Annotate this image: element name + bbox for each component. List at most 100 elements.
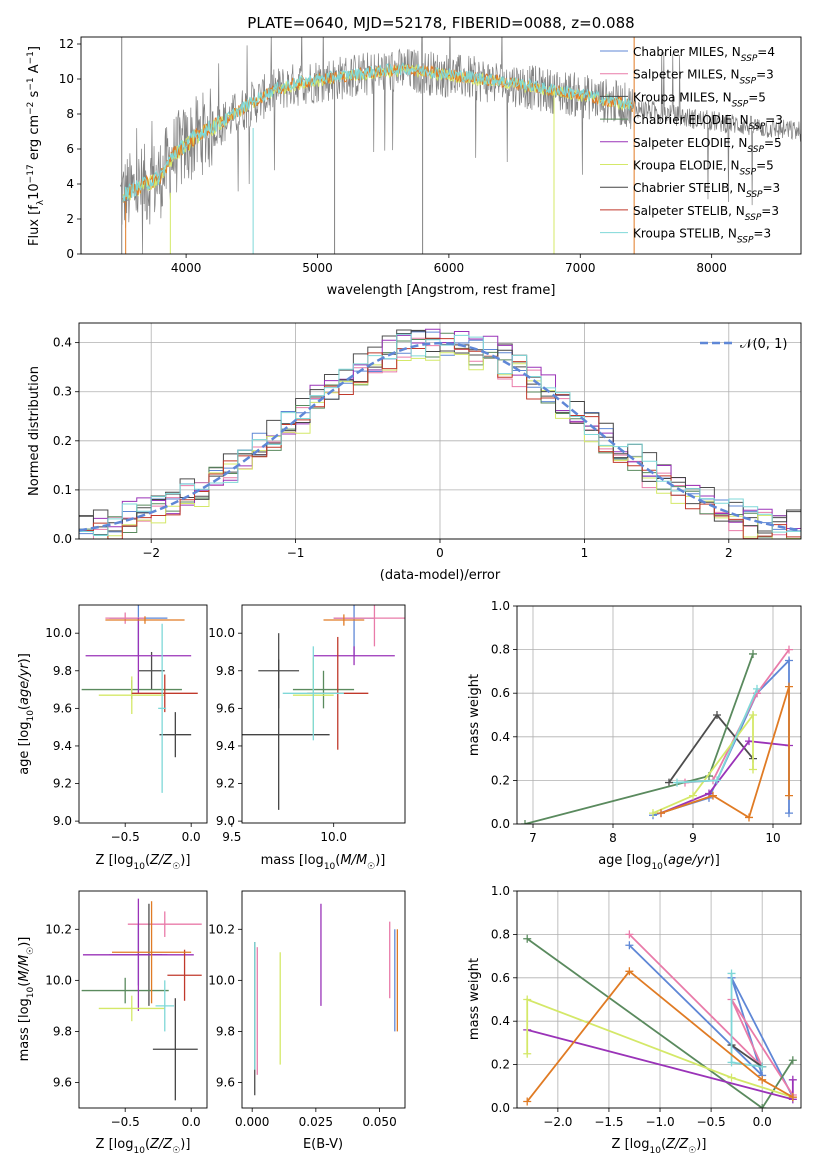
x-tick-label: −2 (142, 546, 160, 560)
legend-label: Salpeter ELODIE, NSSP=5 (633, 136, 782, 155)
aw-marker (521, 820, 529, 824)
y-axis-label: Normed distribution (27, 366, 42, 496)
x-tick-label: 0.0 (182, 830, 201, 844)
x-axis-label-part: ( (661, 1137, 666, 1152)
aw-marker (709, 791, 717, 800)
y-tick-label: 9.6 (216, 1075, 235, 1089)
y-tick-label: 10.2 (45, 922, 72, 936)
axes-frame (241, 890, 406, 1109)
y-tick-label: 0.4 (491, 1014, 510, 1028)
x-tick-label: 0.025 (299, 1115, 333, 1129)
legend-label-part: =5 (764, 136, 782, 150)
x-axis-label-part: Z/Z (665, 1137, 689, 1152)
aw-marker (749, 649, 757, 658)
x-axis-label-part: age [log (598, 853, 651, 868)
x-axis-label-part: ☉ (172, 1146, 180, 1156)
y-tick-label: 9.2 (216, 777, 235, 791)
x-tick-label: 9.5 (222, 830, 241, 844)
y-tick-label: 1.0 (491, 884, 510, 898)
y-tick-label: 0.0 (491, 817, 510, 831)
legend-label-part: =5 (756, 159, 774, 173)
zw-marker (523, 1049, 532, 1058)
y-axis-label-part: s (27, 90, 42, 101)
metallicity-age-panel-plot-area (81, 605, 198, 793)
x-axis-label-part: Z/Z (149, 853, 173, 868)
x-tick-label: −0.5 (111, 1115, 140, 1129)
aw-marker (713, 776, 721, 785)
y-tick-label: 0 (66, 247, 74, 261)
x-axis-label-part: age/yr (668, 853, 711, 868)
zw-marker (523, 1097, 532, 1106)
metallicity-weight-panel: −2.0 −1.5 −1.0 −0.5 0.0 0.0 0.2 0.4 0.6 0.8 1.0 Z [… (467, 884, 802, 1156)
legend-label-part: Kroupa STELIB, N (633, 227, 737, 241)
y-axis-label-part: 10 (26, 986, 36, 998)
y-axis-label-part: Flux [f (27, 205, 42, 246)
y-tick-label: 8 (66, 107, 74, 121)
y-tick-label: 10.2 (208, 922, 235, 936)
zw-marker (788, 1093, 797, 1102)
axes-frame (80, 36, 802, 255)
x-axis-label-part: 10 (133, 1146, 145, 1156)
legend-label-part: SSP (745, 213, 762, 223)
y-tick-label: 6 (66, 142, 74, 156)
x-tick-label: 10.0 (320, 830, 347, 844)
x-tick-label: 5000 (302, 261, 333, 275)
axes-frame (516, 605, 802, 825)
y-axis-label-part: −1 (26, 51, 36, 64)
y-tick-label: 0.2 (53, 434, 72, 448)
y-tick-label: 9.4 (216, 739, 235, 753)
y-tick-label: 0.2 (491, 773, 510, 787)
x-axis-label-part: 10 (649, 1146, 661, 1156)
legend-label-part: =5 (748, 90, 766, 104)
x-axis-label: age [log10(age/yr)] (598, 853, 720, 872)
x-axis-label-part: mass [log (261, 853, 324, 868)
legend-label-part: 𝒩 (740, 337, 755, 352)
y-axis-label-part: A (27, 64, 42, 77)
y-tick-label: 10.0 (208, 973, 235, 987)
legend-label-part: Chabrier MILES, N (633, 45, 741, 59)
metallicity-mass-panel: −0.5 0.09.69.810.010.2Z [log10(Z/Z☉)]mass… (17, 890, 208, 1156)
legend-label-part: Salpeter STELIB, N (633, 204, 745, 218)
x-tick-label: 0.050 (362, 1115, 396, 1129)
x-axis-label-part: 10 (651, 862, 663, 872)
x-tick-label: 7 (529, 831, 537, 845)
x-axis-label-part: )] (696, 1137, 706, 1152)
y-tick-label: 10 (59, 72, 74, 86)
aw-marker (785, 656, 793, 665)
legend-label-part: SSP (732, 99, 749, 109)
x-axis-label: mass [log10(M/M☉)] (261, 853, 386, 872)
x-axis-label-part: ☉ (172, 862, 180, 872)
legend-label: Salpeter MILES, NSSP=3 (633, 68, 774, 87)
zw-marker (758, 1075, 767, 1084)
y-tick-label: 0.0 (491, 1101, 510, 1115)
x-axis-label-part: )] (375, 853, 385, 868)
aw-series-0 (652, 658, 790, 817)
x-axis-label: wavelength [Angstrom, rest frame] (327, 283, 556, 298)
y-tick-label: 12 (59, 37, 74, 51)
histogram-panel: −2 −1 0 1 2 0.0 0.1 0.2 0.3 0.4 𝒩(0, 1) (data-model… (27, 322, 802, 583)
x-tick-label: −1 (287, 546, 305, 560)
y-axis-label-part: erg cm (27, 115, 42, 164)
aw-marker (745, 737, 753, 746)
legend-label: Kroupa ELODIE, NSSP=5 (633, 159, 774, 178)
x-tick-label: −0.5 (697, 1115, 726, 1129)
y-tick-label: 0.8 (491, 927, 510, 941)
aw-series-6 (676, 688, 758, 784)
x-axis-label-part: Z [log (612, 1137, 650, 1152)
x-tick-label: 0.0 (753, 1115, 772, 1129)
y-axis-label-part: −17 (26, 164, 36, 183)
aw-marker (749, 765, 757, 774)
legend-label-part: Chabrier ELODIE, N (633, 113, 749, 127)
metallicity-weight-panel-plot-area (523, 930, 797, 1108)
x-tick-label: 0.0 (182, 1115, 201, 1129)
legend-label-part: SSP (740, 168, 757, 178)
legend-label-part: =3 (756, 68, 774, 82)
y-tick-label: 0.6 (491, 971, 510, 985)
zw-marker (523, 934, 532, 943)
axes-frame (78, 890, 208, 1109)
x-tick-label: 10 (765, 831, 780, 845)
x-tick-label: −0.5 (111, 830, 140, 844)
y-axis-label-part: ] (27, 46, 42, 51)
y-tick-label: 10.0 (45, 626, 72, 640)
